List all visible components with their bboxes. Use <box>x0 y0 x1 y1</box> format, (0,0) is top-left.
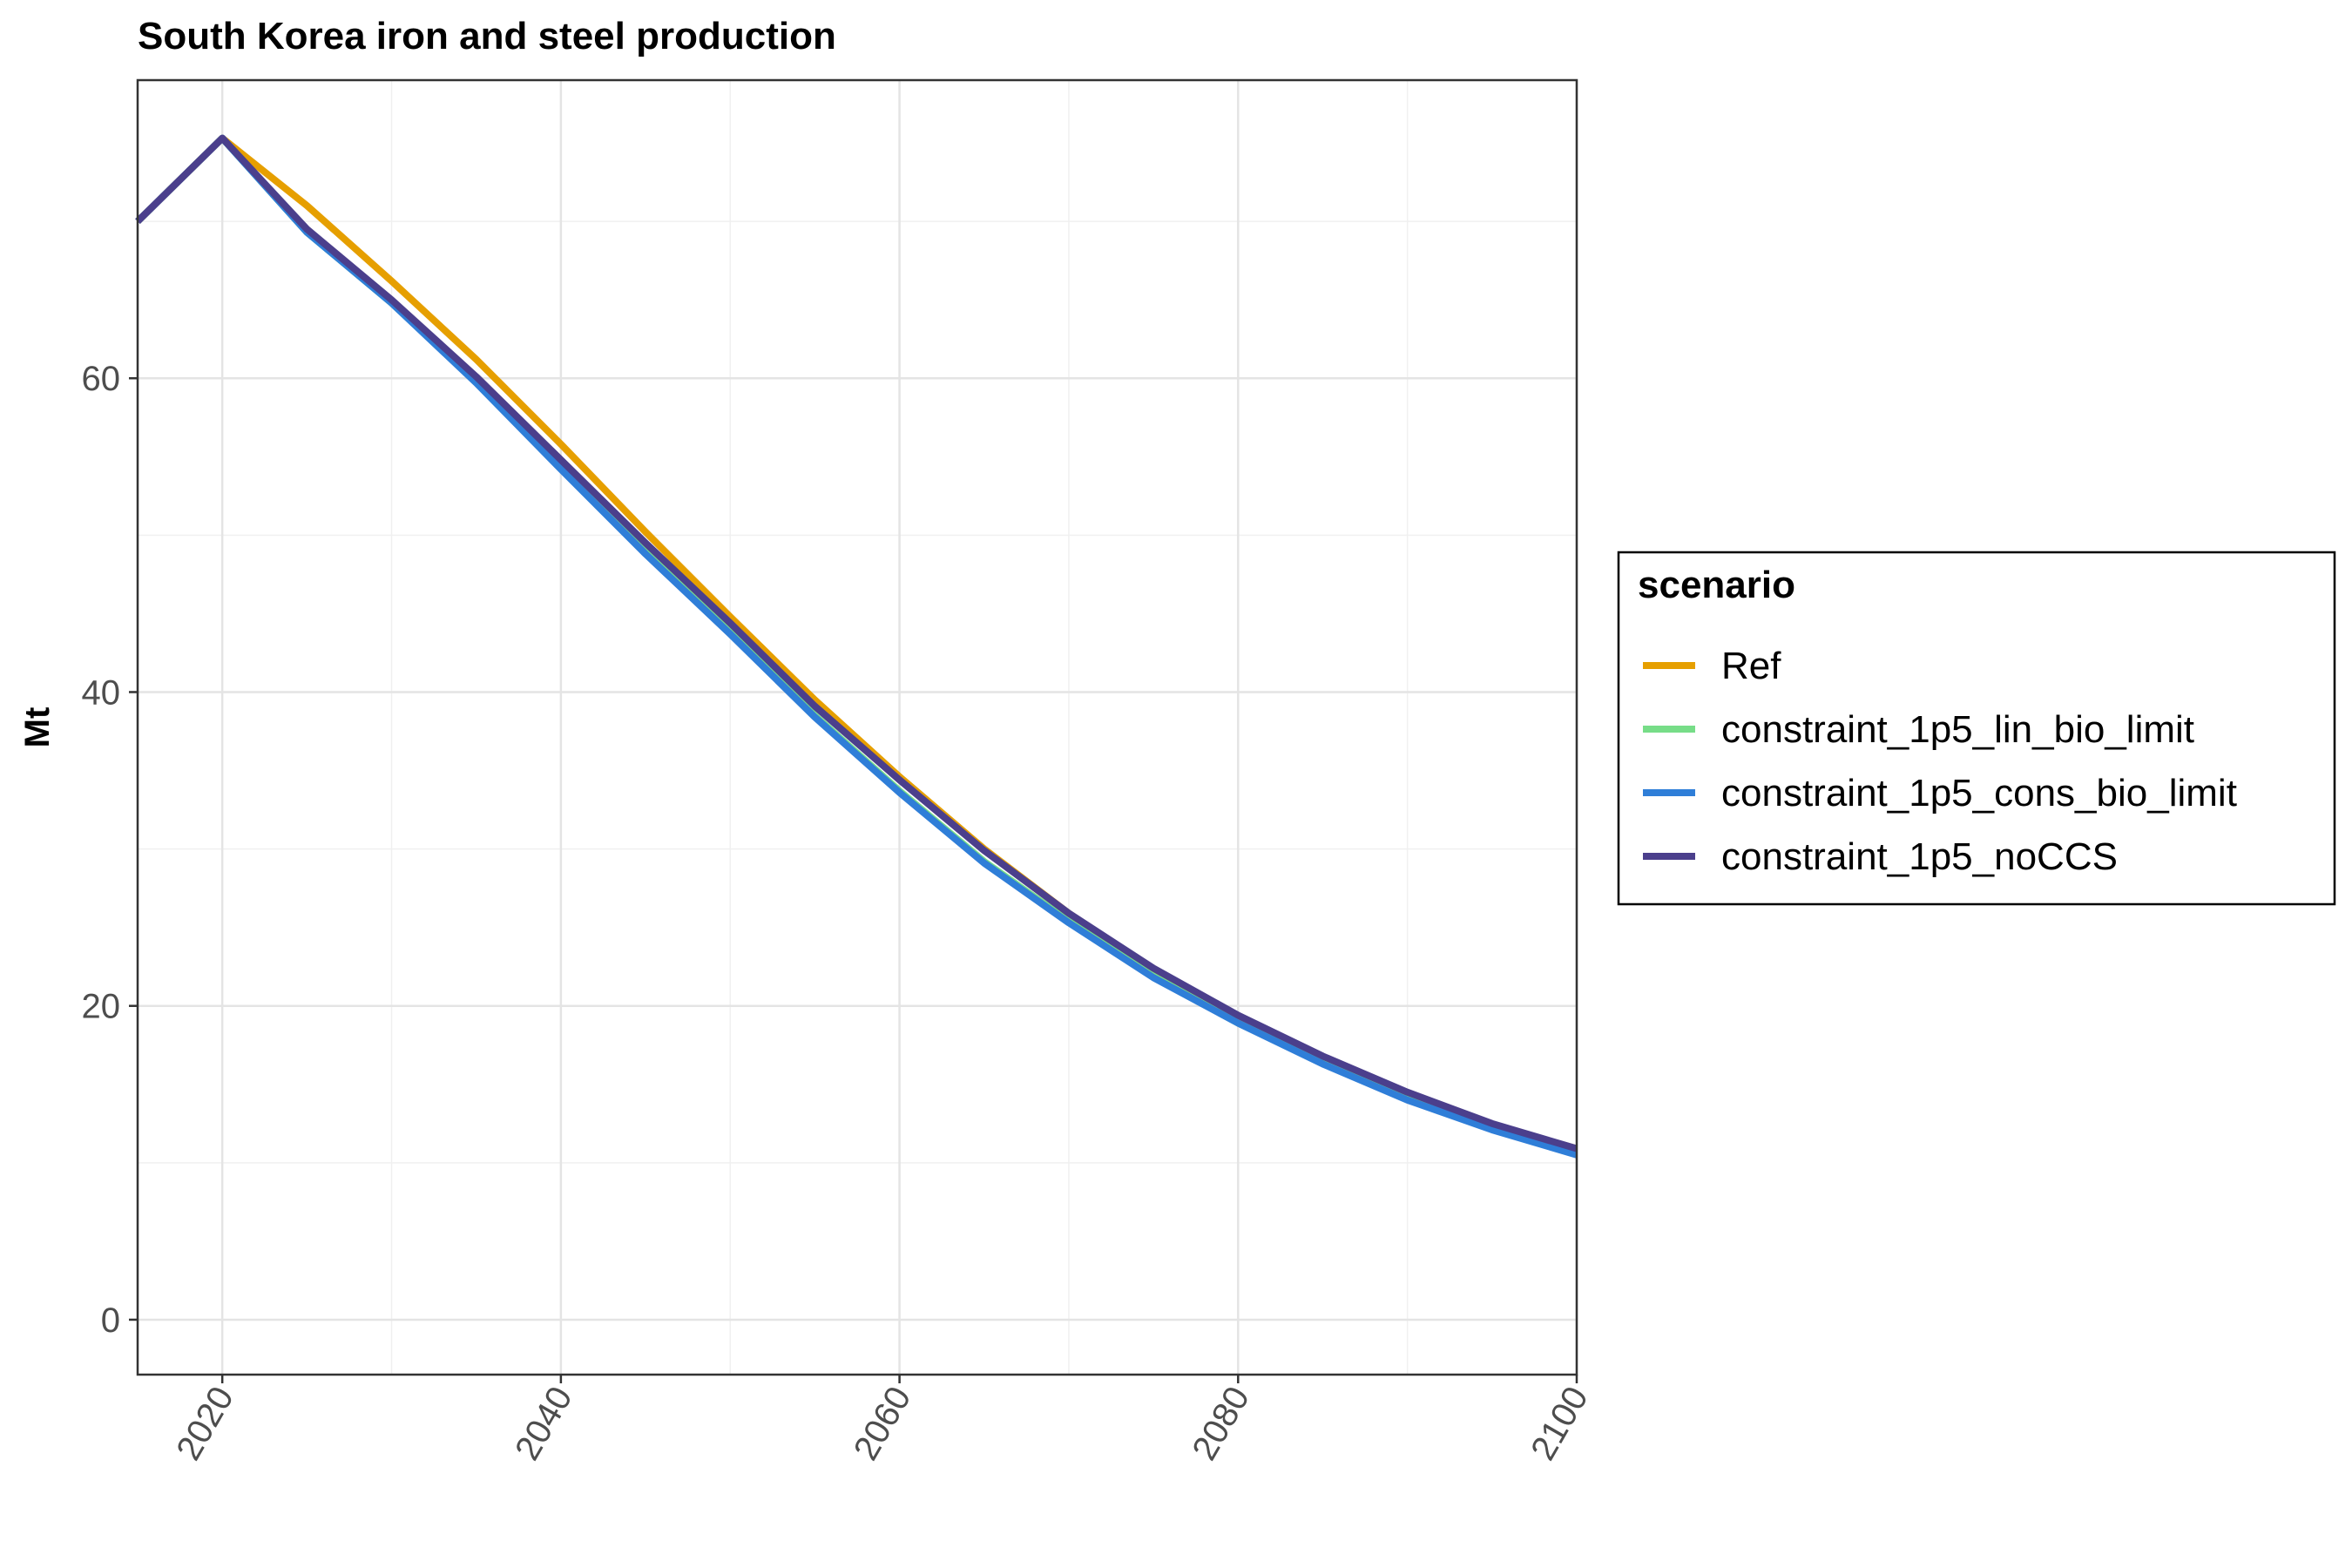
legend-title: scenario <box>1638 564 1795 606</box>
x-tick-label: 2060 <box>847 1381 919 1467</box>
legend-items: Ref constraint_1p5_lin_bio_limit constrain… <box>1643 645 2237 878</box>
x-tick-label: 2020 <box>169 1381 241 1467</box>
legend-box <box>1617 551 2336 906</box>
x-tick-label: 2100 <box>1524 1381 1596 1467</box>
y-tick-label: 60 <box>82 360 121 398</box>
y-axis-label: Mt <box>18 707 57 748</box>
y-axis-ticks: 0 20 40 60 <box>82 360 138 1340</box>
series-line-constraint_1p5_lin_bio_limit <box>135 134 1578 1157</box>
x-axis-ticks: 2020 2040 2060 2080 2100 <box>169 1375 1596 1467</box>
plot-panel-border <box>136 78 1578 1376</box>
series-line-constraint_1p5_noCCS <box>135 134 1578 1152</box>
legend-label: Ref <box>1721 645 1781 687</box>
series-lines <box>135 134 1578 1159</box>
y-tick-label: 20 <box>82 988 121 1026</box>
legend-label: constraint_1p5_noCCS <box>1721 835 2118 878</box>
x-tick-label: 2080 <box>1185 1381 1257 1467</box>
legend-label: constraint_1p5_cons_bio_limit <box>1721 772 2237 814</box>
series-line-Ref <box>135 134 1578 1152</box>
series-line-constraint_1p5_cons_bio_limit <box>135 134 1578 1159</box>
y-tick-label: 0 <box>101 1301 120 1340</box>
legend-label: constraint_1p5_lin_bio_limit <box>1721 708 2194 751</box>
y-tick-label: 40 <box>82 673 121 712</box>
legend: scenario Ref constraint_1p5_lin_bio_limit… <box>1617 551 2336 906</box>
chart-title: South Korea iron and steel production <box>138 15 836 57</box>
x-tick-label: 2040 <box>508 1381 580 1467</box>
